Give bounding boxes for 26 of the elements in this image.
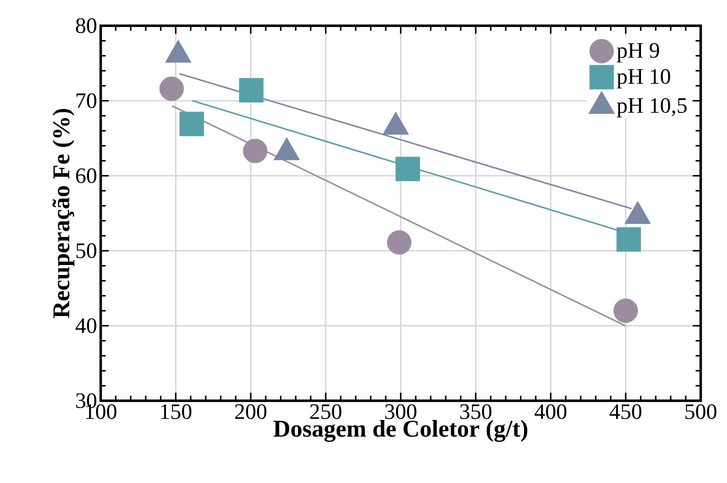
y-tick-label: 40 xyxy=(76,318,96,334)
x-tick-label: 150 xyxy=(161,404,192,420)
x-axis-title: Dosagem de Coletor (g/t) xyxy=(274,420,528,442)
point xyxy=(616,227,641,252)
point xyxy=(159,76,184,101)
point xyxy=(614,298,638,323)
y-tick-label: 70 xyxy=(76,93,96,108)
legend-label: pH 10 xyxy=(616,69,670,88)
x-tick-label: 400 xyxy=(534,404,566,420)
y-tick-label: 60 xyxy=(76,168,96,184)
x-tick-label: 500 xyxy=(685,404,716,420)
point xyxy=(396,156,420,182)
point xyxy=(239,78,264,102)
x-tick-label: 450 xyxy=(610,404,642,420)
point xyxy=(180,112,204,136)
x-tick-label: 350 xyxy=(460,404,492,420)
legend-label: pH 10,5 xyxy=(616,98,687,118)
x-tick-label: 300 xyxy=(385,404,416,420)
y-tick-label: 80 xyxy=(76,18,96,34)
x-tick-label: 200 xyxy=(235,404,266,420)
y-axis-title: Recuperação Fe (%) xyxy=(52,108,74,318)
point xyxy=(243,138,268,164)
y-tick-label: 50 xyxy=(76,243,96,258)
point xyxy=(387,230,412,255)
x-tick-label: 250 xyxy=(310,404,342,420)
legend-label: pH 9 xyxy=(616,43,660,62)
